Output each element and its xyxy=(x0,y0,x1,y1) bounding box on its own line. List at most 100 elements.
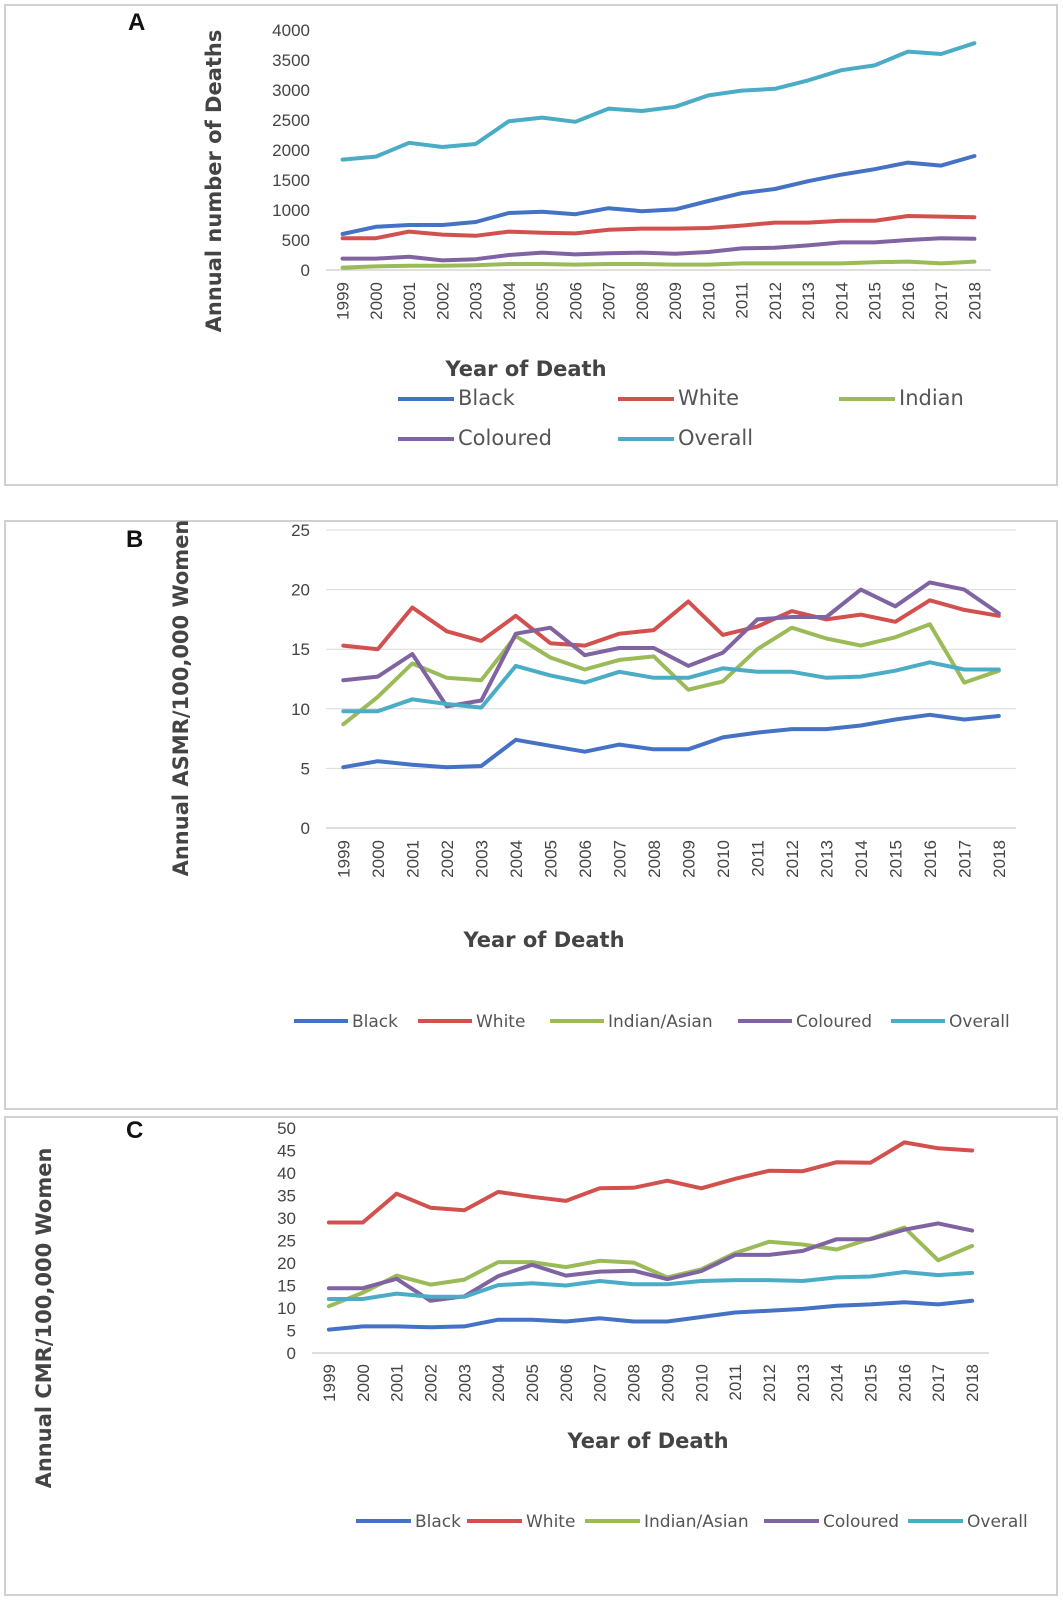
y-axis-title: Annual number of Deaths xyxy=(202,30,226,333)
x-tick-label: 2015 xyxy=(866,282,885,320)
y-tick-label: 5 xyxy=(287,1322,296,1341)
x-tick-label: 2002 xyxy=(433,282,452,320)
x-tick-label: 2012 xyxy=(760,1364,779,1402)
panel-a: A 0 500 1000 1500 2000 2500 3000 3500 4000 1999 200… xyxy=(4,4,1058,486)
x-tick-label: 2016 xyxy=(899,282,918,320)
x-tick-label: 2008 xyxy=(625,1364,644,1402)
series-line-indian xyxy=(340,259,977,270)
series-line-coloured xyxy=(340,236,977,263)
x-tick-label: 2013 xyxy=(794,1364,813,1402)
x-tick-label: 2010 xyxy=(714,840,733,878)
x-tick-label: 2005 xyxy=(523,1364,542,1402)
y-tick-label: 0 xyxy=(301,261,310,280)
legend-label-white: White xyxy=(678,386,739,410)
legend-label-overall: Overall xyxy=(967,1512,1028,1532)
x-tick-label: 2003 xyxy=(455,1364,474,1402)
x-axis-title: Year of Death xyxy=(462,928,624,952)
x-tick-label: 1999 xyxy=(334,840,353,878)
x-tick-label: 2014 xyxy=(852,840,871,878)
x-tick-label: 2009 xyxy=(658,1364,677,1402)
panel-label: B xyxy=(126,526,143,553)
x-tick-label: 2016 xyxy=(895,1364,914,1402)
x-tick-label: 2012 xyxy=(783,840,802,878)
panel-label: A xyxy=(128,9,145,36)
y-tick-label: 1000 xyxy=(272,201,310,220)
x-tick-label: 2000 xyxy=(354,1364,373,1402)
x-tick-label: 2008 xyxy=(633,282,652,320)
x-tick-label: 2009 xyxy=(679,840,698,878)
y-tick-label: 0 xyxy=(287,1344,296,1363)
x-tick-label: 2011 xyxy=(733,282,752,319)
x-tick-label: 2018 xyxy=(963,1364,982,1402)
series-line-white xyxy=(341,598,1001,652)
series-line-overall xyxy=(326,1270,975,1301)
x-tick-label: 2007 xyxy=(610,840,629,878)
x-tick-label: 2002 xyxy=(421,1364,440,1402)
x-tick-label: 2008 xyxy=(645,840,664,878)
y-tick-label: 15 xyxy=(277,1277,296,1296)
y-tick-label: 50 xyxy=(277,1119,296,1138)
x-tick-label: 2013 xyxy=(817,840,836,878)
x-tick-label: 2004 xyxy=(489,1364,508,1402)
x-tick-label: 2006 xyxy=(557,1364,576,1402)
x-axis-title: Year of Death xyxy=(444,357,606,381)
x-tick-label: 2015 xyxy=(862,1364,881,1402)
y-tick-label: 30 xyxy=(277,1209,296,1228)
x-tick-label: 1999 xyxy=(334,282,353,320)
y-tick-label: 45 xyxy=(277,1142,296,1161)
series-line-coloured xyxy=(326,1221,975,1303)
x-tick-label: 2004 xyxy=(500,282,519,320)
x-tick-label: 2011 xyxy=(726,1364,745,1401)
y-tick-label: 20 xyxy=(291,581,310,600)
legend-label-black: Black xyxy=(415,1512,461,1532)
y-tick-label: 3000 xyxy=(272,81,310,100)
panel-label: C xyxy=(126,1117,143,1144)
legend-label-black: Black xyxy=(458,386,516,410)
series-line-coloured xyxy=(341,580,1001,709)
x-tick-label: 2011 xyxy=(748,840,767,877)
series-line-indian-asian xyxy=(341,622,1001,727)
legend-label-coloured: Coloured xyxy=(458,426,552,450)
y-tick-label: 4000 xyxy=(272,21,310,40)
x-tick-label: 2000 xyxy=(367,282,386,320)
x-tick-label: 2003 xyxy=(467,282,486,320)
x-tick-label: 2018 xyxy=(990,840,1009,878)
x-tick-label: 2003 xyxy=(472,840,491,878)
x-tick-label: 2012 xyxy=(766,282,785,320)
x-tick-label: 2009 xyxy=(666,282,685,320)
x-tick-label: 2015 xyxy=(886,840,905,878)
chart-c: C 0 5 10 15 20 25 30 35 40 45 50 1999 2000 2001 2002 200… xyxy=(32,1117,1028,1532)
y-tick-label: 1500 xyxy=(272,171,310,190)
series-line-black xyxy=(340,154,977,236)
series-line-white xyxy=(326,1140,975,1225)
x-tick-label: 2017 xyxy=(932,282,951,320)
x-tick-label: 2014 xyxy=(832,282,851,320)
x-tick-label: 2010 xyxy=(699,282,718,320)
y-axis-title: Annual CMR/100,000 Women xyxy=(32,1148,56,1489)
series-line-black xyxy=(341,712,1001,770)
x-tick-label: 2018 xyxy=(965,282,984,320)
x-tick-label: 2006 xyxy=(576,840,595,878)
legend-label-white: White xyxy=(526,1512,575,1532)
y-tick-label: 5 xyxy=(301,759,310,778)
x-tick-label: 2017 xyxy=(929,1364,948,1402)
y-tick-label: 25 xyxy=(291,521,310,540)
x-tick-label: 2007 xyxy=(591,1364,610,1402)
y-tick-label: 0 xyxy=(301,819,310,838)
y-tick-label: 3500 xyxy=(272,51,310,70)
x-tick-label: 1999 xyxy=(320,1364,339,1402)
legend-label-coloured: Coloured xyxy=(823,1512,899,1532)
series-line-white xyxy=(340,214,977,241)
chart-a: A 0 500 1000 1500 2000 2500 3000 3500 4000 1999 200… xyxy=(128,9,991,450)
y-tick-label: 40 xyxy=(277,1164,296,1183)
x-tick-label: 2001 xyxy=(400,282,419,320)
panel-b: B 0 5 10 15 20 25 1999 2000 2001 2002 2003 2004 2005 2… xyxy=(4,520,1058,1110)
x-tick-label: 2001 xyxy=(388,1364,407,1402)
y-axis-title: Annual ASMR/100,000 Women xyxy=(169,520,193,877)
x-tick-label: 2014 xyxy=(828,1364,847,1402)
series-line-overall xyxy=(341,660,1001,714)
x-tick-label: 2005 xyxy=(533,282,552,320)
x-tick-label: 2001 xyxy=(403,840,422,878)
y-tick-label: 35 xyxy=(277,1187,296,1206)
x-tick-label: 2010 xyxy=(692,1364,711,1402)
